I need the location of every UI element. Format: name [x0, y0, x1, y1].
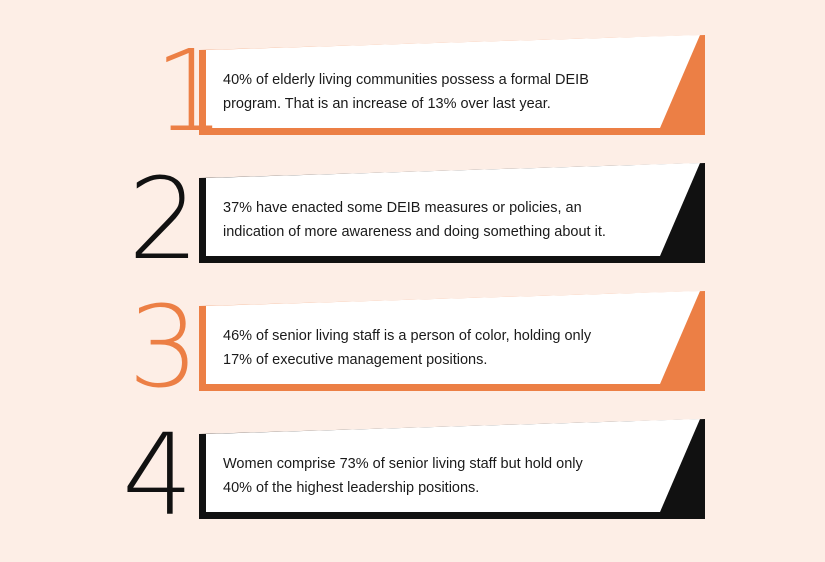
- item-text-line: program. That is an increase of 13% over…: [223, 96, 551, 112]
- item-number: 4: [122, 411, 193, 541]
- item-number: 2: [128, 155, 199, 285]
- card-panel: [206, 419, 700, 512]
- item-number: 1: [154, 27, 225, 157]
- item-text-line: 40% of the highest leadership positions.: [223, 480, 480, 496]
- item-text: 46% of senior living staff is a person o…: [223, 324, 663, 372]
- item-text: 40% of elderly living communities posses…: [223, 68, 663, 116]
- item-text-line: 46% of senior living staff is a person o…: [223, 328, 592, 344]
- stat-item-3: 3 46% of senior living staff is a person…: [0, 286, 825, 404]
- card-frame: [199, 291, 705, 391]
- stat-item-2: 2 37% have enacted some DEIB measures or…: [0, 158, 825, 276]
- item-text-line: 37% have enacted some DEIB measures or p…: [223, 200, 582, 216]
- card-frame: [199, 163, 705, 263]
- card-panel: [206, 163, 700, 256]
- item-text: 37% have enacted some DEIB measures or p…: [223, 196, 663, 244]
- card-frame: [199, 35, 705, 135]
- item-text-line: 40% of elderly living communities posses…: [223, 72, 589, 88]
- item-text-line: indication of more awareness and doing s…: [223, 224, 606, 240]
- item-text: Women comprise 73% of senior living staf…: [223, 452, 663, 500]
- stat-item-4: 4 Women comprise 73% of senior living st…: [0, 414, 825, 532]
- stat-item-1: 1 40% of elderly living communities poss…: [0, 30, 825, 148]
- card-panel: [206, 291, 700, 384]
- item-text-line: 17% of executive management positions.: [223, 352, 488, 368]
- item-number: 3: [128, 283, 199, 413]
- card-frame: [199, 419, 705, 519]
- item-text-line: Women comprise 73% of senior living staf…: [223, 456, 583, 472]
- card-panel: [206, 35, 700, 128]
